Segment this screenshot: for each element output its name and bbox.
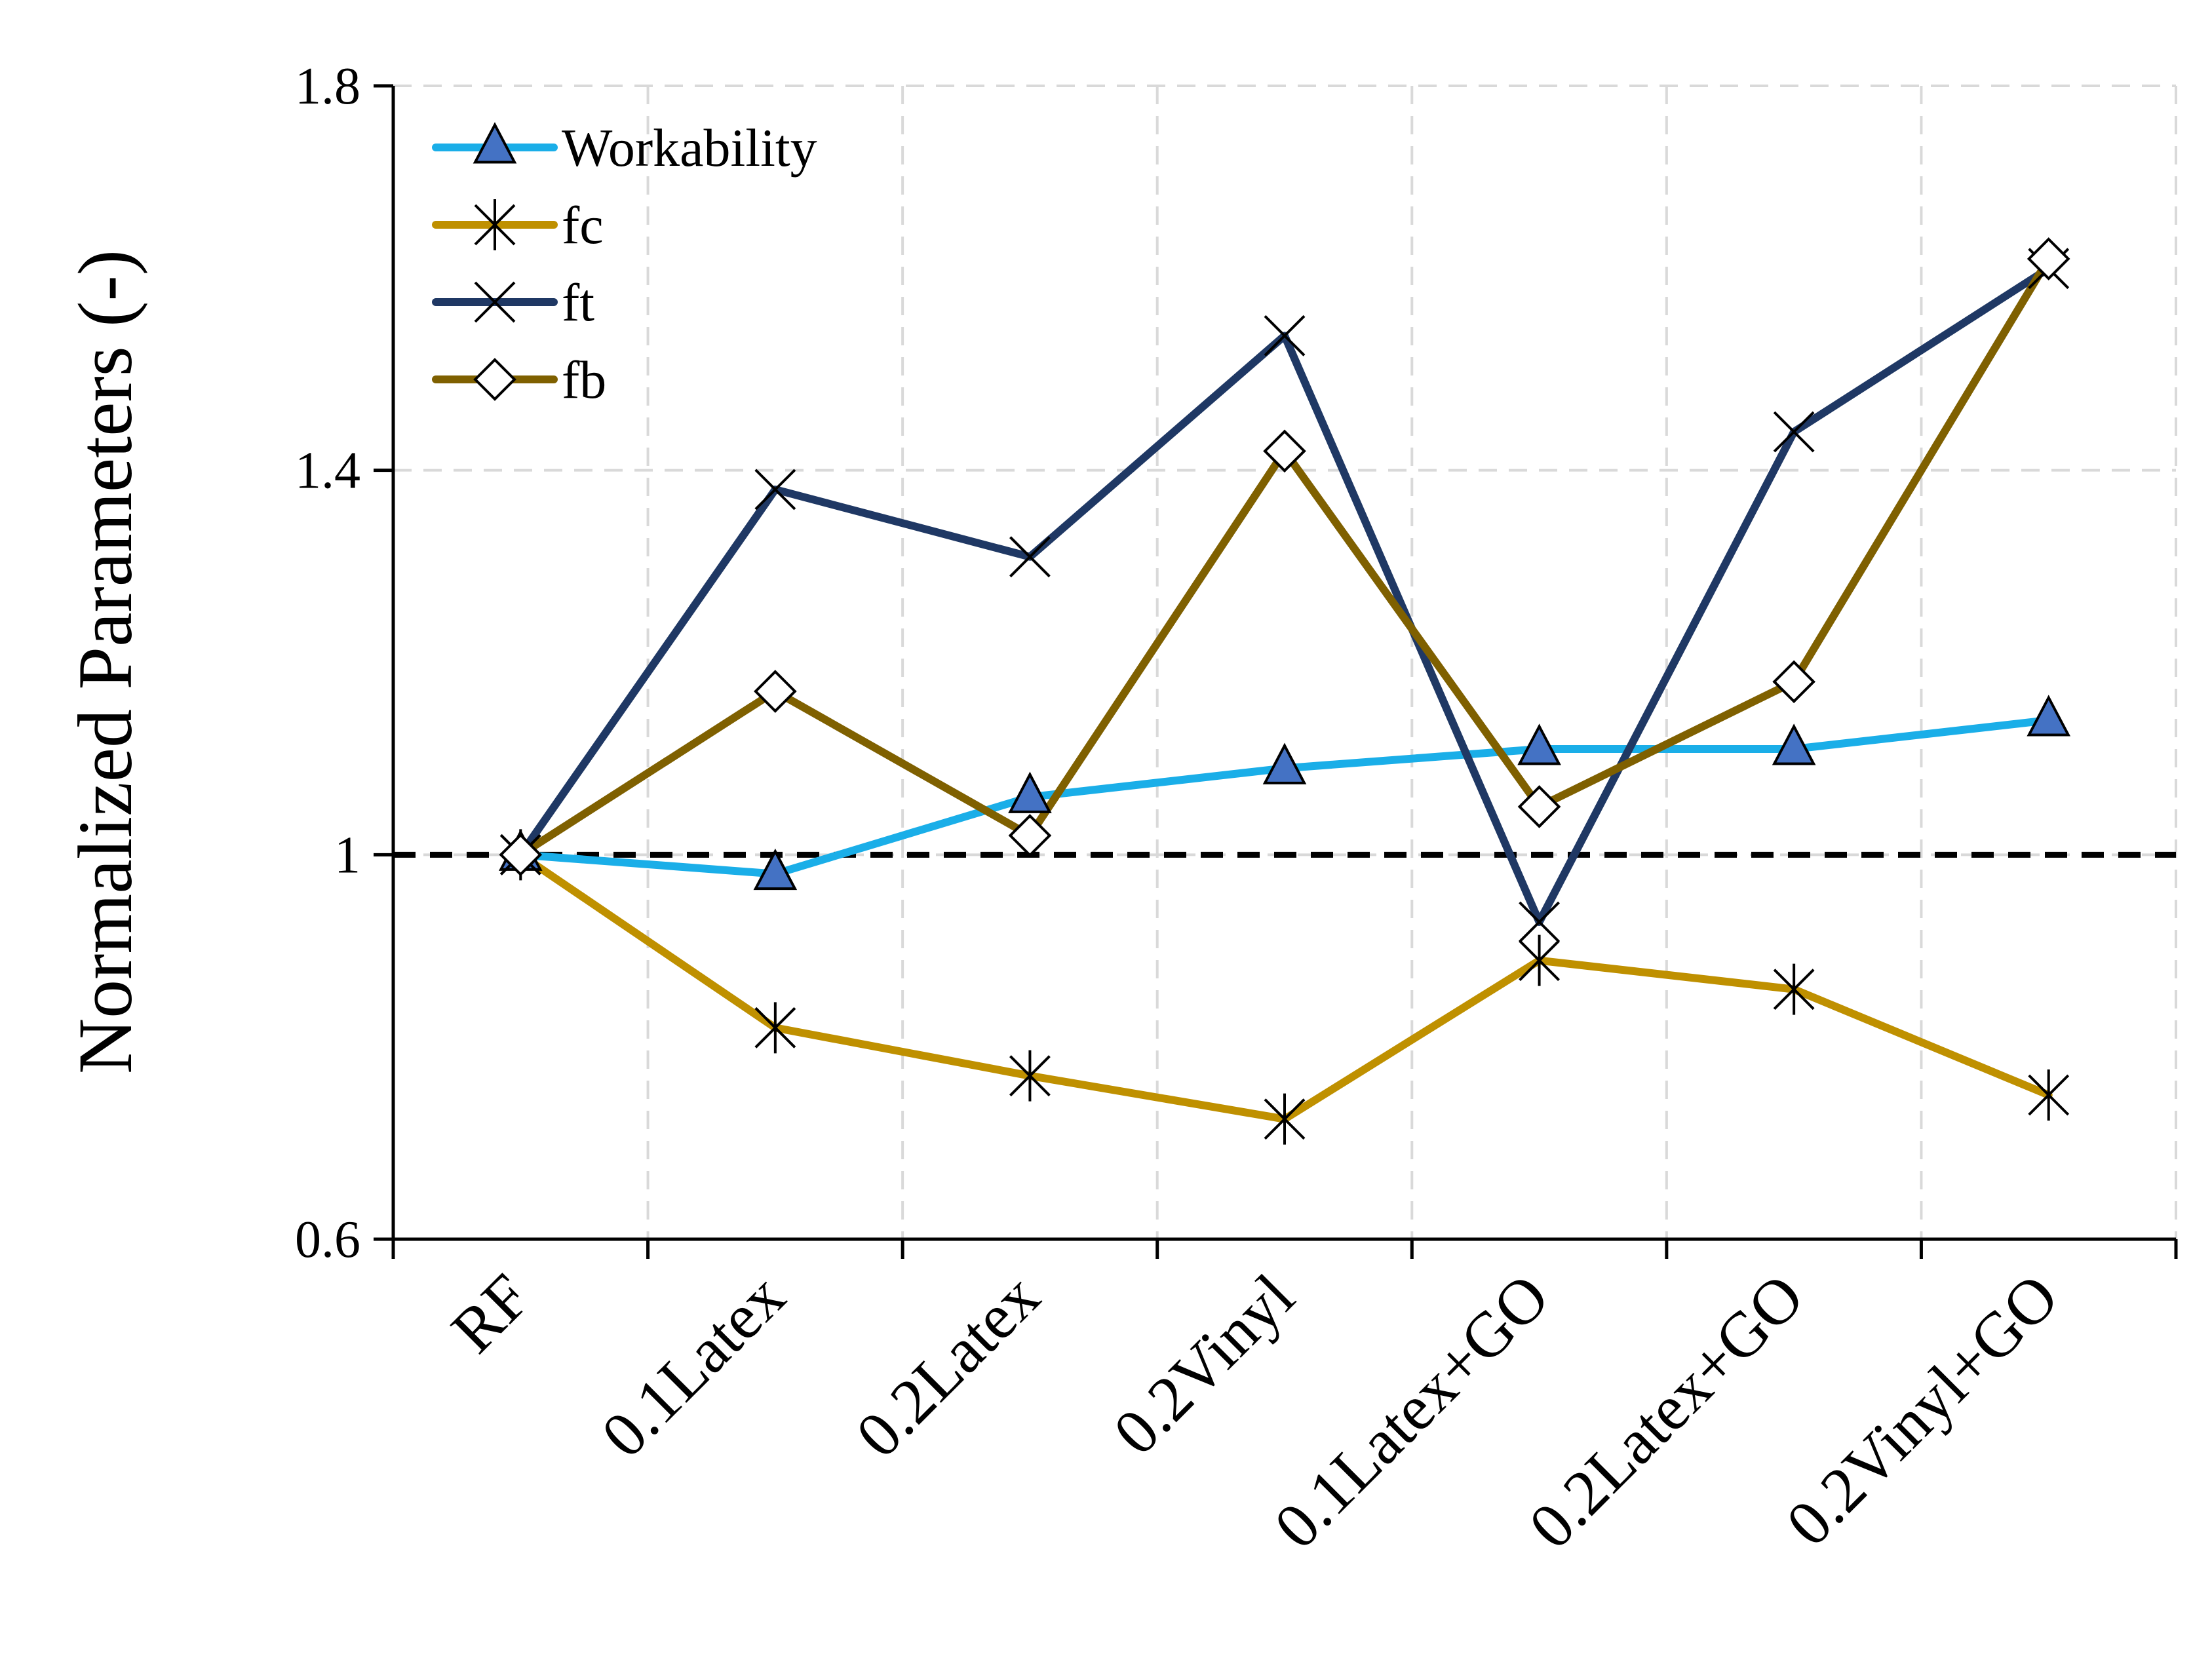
- x-tick-label: 0.2Vinyl: [1100, 1261, 1308, 1469]
- point-workability: [1772, 723, 1816, 765]
- marker-stroke: [1773, 411, 1815, 453]
- point-ft: [1009, 536, 1051, 578]
- x-tick-label: 0.1Latex+GO: [1261, 1261, 1562, 1562]
- x-tick-label: 0.2Latex: [843, 1261, 1053, 1471]
- marker-stroke: [1264, 315, 1306, 356]
- marker-stroke: [1009, 536, 1051, 578]
- y-axis-title: Normalized Parameters (-): [62, 250, 148, 1074]
- legend-item-workability: Workability: [432, 118, 817, 178]
- point-fb: [499, 833, 543, 877]
- point-fc: [754, 1002, 796, 1054]
- point-workability: [2027, 695, 2071, 737]
- point-fb: [1517, 785, 1561, 828]
- x-tick-label: RF: [438, 1261, 544, 1366]
- series-group: [498, 237, 2071, 1145]
- legend: Workability fc ft fb: [432, 118, 817, 410]
- legend-label: Workability: [562, 118, 817, 178]
- marker-stroke: [1519, 901, 1560, 943]
- legend-label: fc: [562, 195, 604, 255]
- point-fc: [1773, 963, 1815, 1015]
- legend-marker: [474, 281, 516, 323]
- point-workability: [1262, 742, 1307, 784]
- y-tick-label: 1.8: [295, 58, 360, 115]
- point-fb: [2027, 237, 2070, 280]
- y-tick-label: 1.4: [295, 442, 360, 500]
- y-tick-label: 1: [334, 826, 360, 884]
- legend-label: fb: [562, 350, 606, 410]
- x-tick-label: 0.1Latex: [589, 1261, 799, 1471]
- point-fb: [1008, 814, 1052, 857]
- legend-marker: [473, 358, 516, 401]
- point-workability: [1517, 723, 1561, 765]
- point-ft: [1519, 901, 1560, 943]
- point-fc: [2028, 1069, 2070, 1121]
- point-ft: [1773, 411, 1815, 453]
- series-line-ft: [516, 264, 2053, 926]
- grid-lines: [393, 85, 2177, 1239]
- y-tick-label: 0.6: [295, 1211, 360, 1269]
- legend-marker: [474, 199, 516, 250]
- point-fb: [1772, 660, 1815, 704]
- x-tick-label: 0.2Latex+GO: [1516, 1261, 1817, 1562]
- point-workability: [1008, 771, 1052, 813]
- legend-item-fc: fc: [432, 195, 604, 255]
- point-workability: [753, 848, 798, 891]
- series-line-fc: [516, 851, 2053, 1123]
- x-tick-label: 0.2Vinyl+GO: [1773, 1261, 2072, 1560]
- point-fb: [754, 670, 797, 713]
- point-ft: [754, 469, 796, 510]
- point-fb: [1263, 429, 1306, 473]
- point-fc: [1519, 934, 1560, 986]
- legend-label: ft: [562, 273, 594, 332]
- point-fc: [1009, 1050, 1051, 1102]
- legend-marker: [473, 122, 517, 164]
- marker-stroke: [754, 469, 796, 510]
- legend-item-fb: fb: [432, 350, 606, 410]
- point-ft: [1264, 315, 1306, 356]
- marker-stroke: [474, 281, 516, 323]
- legend-item-ft: ft: [432, 273, 594, 332]
- point-fc: [1264, 1093, 1306, 1145]
